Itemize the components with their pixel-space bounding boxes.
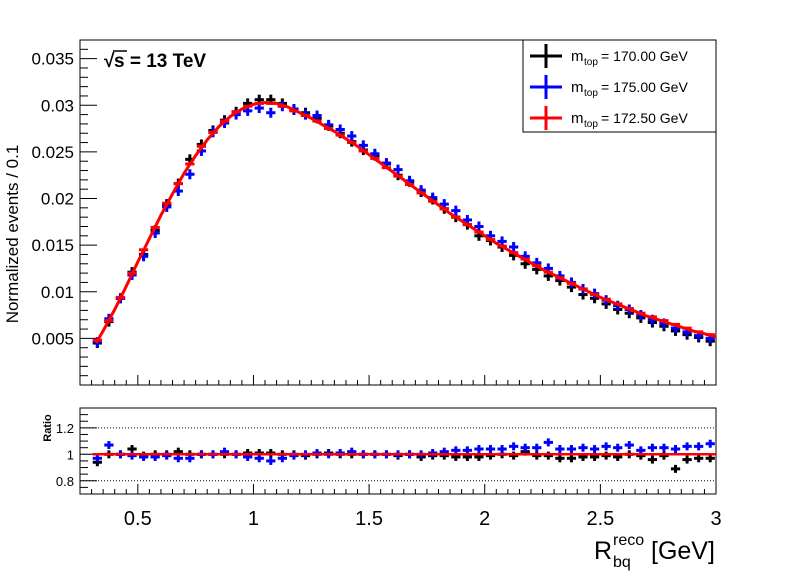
legend-label-symbol: m xyxy=(571,79,584,96)
x-axis: 0.5 1 1.5 2 2.5 3 xyxy=(79,484,722,530)
main-y-tick-label: 0.015 xyxy=(31,236,74,255)
legend-label-value: = 170.00 GeV xyxy=(601,48,688,64)
ratio-y-axis-label: Ratio xyxy=(42,414,54,442)
energy-annotation: s = 13 TeV xyxy=(114,51,206,72)
legend-label-symbol: m xyxy=(571,48,584,65)
ratio-y-tick-label: 1.2 xyxy=(56,421,74,436)
ratio-plot-frame xyxy=(79,407,717,495)
x-tick-label: 2.5 xyxy=(586,508,614,530)
main-y-tick-label: 0.005 xyxy=(31,329,74,348)
ratio-y-tick-label: 0.8 xyxy=(56,474,74,489)
main-y-tick-label: 0.01 xyxy=(41,283,74,302)
legend-label-value: = 175.00 GeV xyxy=(601,79,688,95)
x-tick-label: 3 xyxy=(710,508,721,530)
main-y-axis: 0.005 0.01 0.015 0.02 0.025 0.03 0.035 xyxy=(31,39,97,377)
legend-label-value: = 172.50 GeV xyxy=(601,110,688,126)
x-axis-title-sup: reco xyxy=(613,532,644,549)
x-tick-label: 1.5 xyxy=(355,508,383,530)
fit-curve-172-50 xyxy=(94,100,717,344)
main-plot-panel: 0.005 0.01 0.015 0.02 0.025 0.03 0.035 xyxy=(31,39,717,386)
main-y-tick-label: 0.02 xyxy=(41,190,74,209)
x-axis-title: R reco bq [GeV] xyxy=(594,532,715,571)
x-axis-title-unit: [GeV] xyxy=(651,537,715,565)
legend-label-symbol: m xyxy=(571,110,584,127)
legend-entry: m top = 172.50 GeV xyxy=(530,106,688,130)
legend-entry: m top = 170.00 GeV xyxy=(530,44,688,68)
main-plot-frame xyxy=(79,39,717,386)
legend-label-sub: top xyxy=(584,88,598,99)
x-axis-title-main: R xyxy=(594,537,612,565)
x-tick-label: 1 xyxy=(248,508,259,530)
legend-label-sub: top xyxy=(584,119,598,130)
ratio-panel: 0.8 1 1.2 0.5 1 1.5 2 2.5 3 xyxy=(56,407,722,530)
energy-annotation-root: √ xyxy=(104,51,115,72)
main-y-tick-label: 0.035 xyxy=(31,50,74,69)
ratio-y-axis: 0.8 1 1.2 xyxy=(56,407,97,489)
x-axis-title-sub: bq xyxy=(613,554,631,571)
x-tick-label: 0.5 xyxy=(124,508,152,530)
ratio-y-tick-label: 1 xyxy=(67,447,74,462)
y-axis-label: Normalized events / 0.1 xyxy=(3,145,22,324)
x-tick-label: 2 xyxy=(479,508,490,530)
main-x-axis-ticks xyxy=(79,375,717,385)
main-y-tick-label: 0.025 xyxy=(31,143,74,162)
legend-entry: m top = 175.00 GeV xyxy=(530,75,688,99)
main-y-tick-label: 0.03 xyxy=(41,96,74,115)
legend-label-sub: top xyxy=(584,57,598,68)
